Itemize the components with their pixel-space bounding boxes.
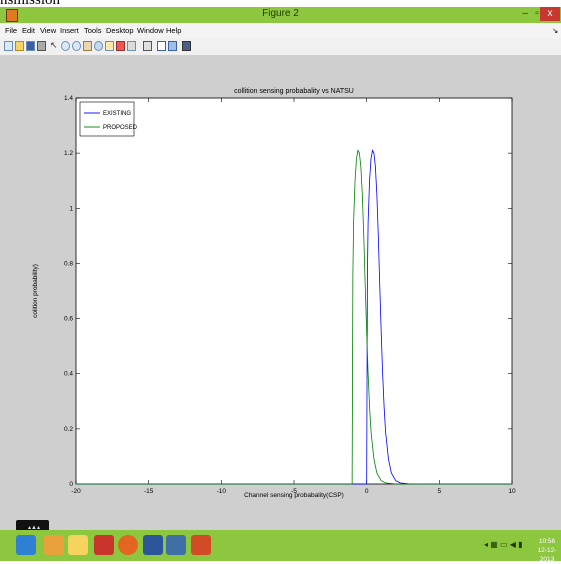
window-titlebar[interactable]: Figure 2 – ▫ x	[0, 7, 561, 23]
system-tray-icons[interactable]: ◂ ▦ ▭ ◀ ▮	[484, 540, 523, 549]
chart-title: collition sensing probabality vs NATSU	[234, 88, 354, 95]
word-icon[interactable]	[143, 535, 163, 555]
app-k-icon[interactable]	[94, 535, 114, 555]
legend-label-existing: EXISTING	[103, 111, 131, 117]
overlay-glyph: ▴▲▴	[28, 525, 40, 531]
save-icon[interactable]	[26, 41, 35, 51]
y-axis-label: colition probability)	[32, 264, 39, 318]
new-figure-icon[interactable]	[4, 41, 13, 51]
y-tick-label: 0.6	[64, 316, 73, 323]
brush-icon[interactable]	[116, 41, 125, 51]
plot-area[interactable]	[75, 97, 513, 485]
x-tick-label: -20	[71, 488, 81, 495]
x-axis-label: Channel sensing probabality(CSP)	[244, 492, 344, 499]
rotate-icon[interactable]	[94, 41, 103, 51]
menu-view[interactable]: View	[40, 26, 57, 35]
matlab-icon	[6, 9, 18, 22]
menu-help[interactable]: Help	[166, 26, 182, 35]
link-icon[interactable]	[127, 41, 136, 51]
x-tick-label: -5	[291, 488, 297, 495]
close-button[interactable]: x	[540, 7, 560, 21]
open-icon[interactable]	[15, 41, 24, 51]
series-line-existing[interactable]	[76, 149, 512, 485]
menu-edit[interactable]: Edit	[22, 26, 35, 35]
menu-tools[interactable]: Tools	[84, 26, 102, 35]
clock[interactable]: 10:56 12-12-2013	[533, 537, 561, 564]
x-tick-label: 10	[508, 488, 516, 495]
dock-icon[interactable]	[182, 41, 191, 51]
data-cursor-icon[interactable]	[105, 41, 114, 51]
y-tick-label: 0.4	[64, 371, 73, 378]
hide-tools-icon[interactable]	[168, 41, 177, 51]
legend: EXISTING PROPOSED	[79, 101, 138, 137]
x-tick-label: -15	[144, 488, 154, 495]
taskbar: ◂ ▦ ▭ ◀ ▮ 10:56 12-12-2013	[0, 530, 561, 564]
window-title: Figure 2	[262, 8, 299, 19]
pan-icon[interactable]	[83, 41, 92, 51]
menu-dock-arrow[interactable]: ↘	[552, 26, 559, 35]
colorbar-icon[interactable]	[143, 41, 152, 51]
menu-desktop[interactable]: Desktop	[106, 26, 134, 35]
series-line-proposed[interactable]	[76, 149, 512, 485]
menu-bar: File Edit View Insert Tools Desktop Wind…	[0, 23, 561, 38]
zoom-in-icon[interactable]	[61, 41, 70, 51]
clock-date: 12-12-2013	[537, 547, 557, 563]
pointer-icon[interactable]: ↖	[50, 40, 58, 50]
media-player-icon[interactable]	[44, 535, 64, 555]
menu-insert[interactable]: Insert	[60, 26, 79, 35]
x-tick-label: 0	[365, 488, 369, 495]
y-tick-label: 0.8	[64, 260, 73, 267]
maximize-button[interactable]: ▫	[535, 8, 539, 19]
ie-icon[interactable]	[16, 535, 36, 555]
clock-time: 10:56	[538, 538, 556, 545]
minimize-button[interactable]: –	[522, 8, 528, 19]
y-tick-label: 0.2	[64, 426, 73, 433]
matlab-icon-taskbar[interactable]	[166, 535, 186, 555]
y-tick-label: 1	[69, 205, 73, 212]
firefox-icon[interactable]	[118, 535, 138, 555]
powerpoint-icon[interactable]	[191, 535, 211, 555]
print-icon[interactable]	[37, 41, 46, 51]
legend-label-proposed: PROPOSED	[103, 125, 138, 131]
figure-toolbar: ↖	[0, 38, 561, 56]
legend-box	[79, 101, 135, 137]
menu-file[interactable]: File	[5, 26, 18, 35]
y-tick-label: 1.4	[64, 95, 73, 102]
x-tick-label: -10	[217, 488, 227, 495]
page-top-text: nsmission	[0, 0, 61, 8]
menu-window[interactable]: Window	[137, 26, 164, 35]
zoom-out-icon[interactable]	[72, 41, 81, 51]
legend-icon[interactable]	[157, 41, 166, 51]
x-tick-label: 5	[438, 488, 442, 495]
y-tick-label: 0	[69, 481, 73, 488]
file-explorer-icon[interactable]	[68, 535, 88, 555]
y-tick-label: 1.2	[64, 150, 73, 157]
